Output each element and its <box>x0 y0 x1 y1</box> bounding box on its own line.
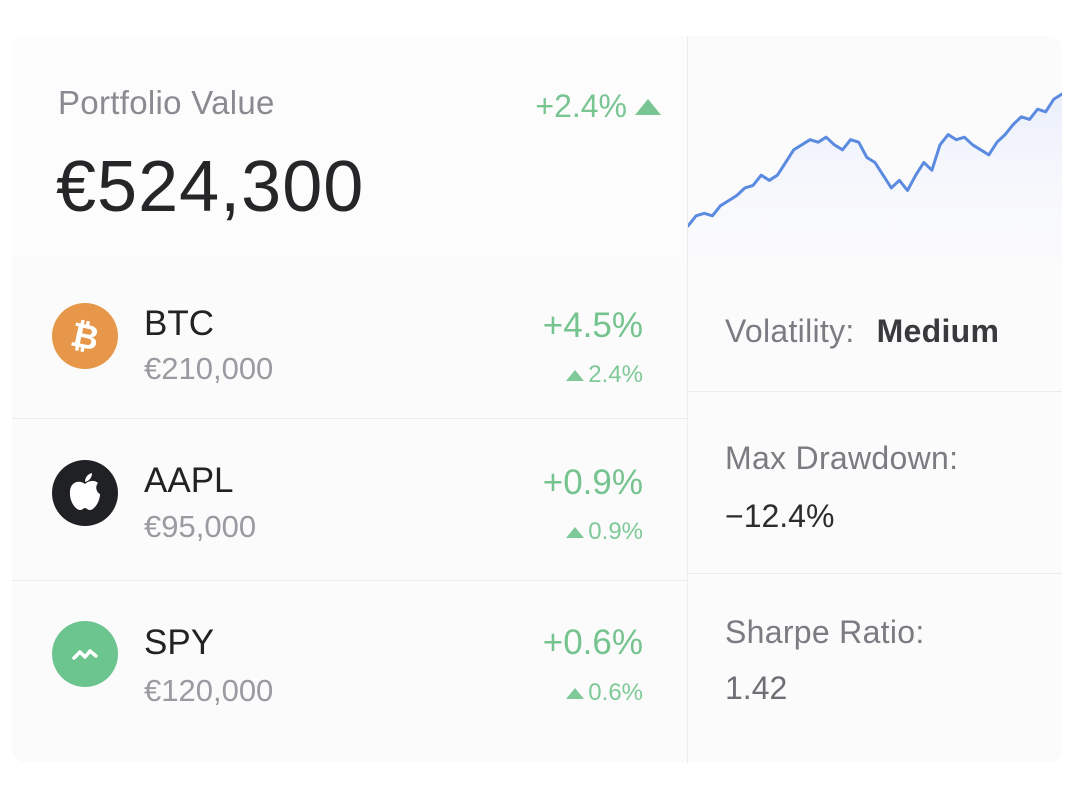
metric-volatility-row: Volatility: Medium <box>725 313 999 350</box>
metric-max-drawdown-label: Max Drawdown: <box>725 440 959 476</box>
metric-volatility-value: Medium <box>876 313 1000 349</box>
asset-amount: €120,000 <box>144 673 274 708</box>
asset-row-btc[interactable]: ₿ BTC €210,000 +4.5% 2.4% <box>12 260 687 419</box>
portfolio-card: Portfolio Value +2.4% €524,300 ₿ BTC €21… <box>12 36 1062 763</box>
portfolio-header: Portfolio Value +2.4% €524,300 <box>12 36 687 261</box>
portfolio-value: €524,300 <box>56 147 365 227</box>
apple-icon <box>52 460 118 526</box>
asset-sub-change: 0.6% <box>566 679 643 707</box>
metric-sharpe-label: Sharpe Ratio: <box>725 614 925 650</box>
asset-change: +0.9% <box>542 463 643 502</box>
asset-symbol: BTC <box>144 304 214 343</box>
metric-max-drawdown-value: −12.4% <box>725 498 835 534</box>
chart-area-fill <box>688 94 1062 291</box>
asset-change: +0.6% <box>542 623 643 662</box>
asset-symbol: AAPL <box>144 461 234 500</box>
portfolio-right-column: Volatility: Medium Max Drawdown: −12.4% S… <box>686 36 1062 763</box>
asset-change: +4.5% <box>542 306 643 345</box>
asset-sub-change-value: 0.6% <box>588 679 643 706</box>
arrow-up-icon <box>566 526 585 538</box>
asset-symbol: SPY <box>144 623 215 662</box>
column-divider <box>687 36 688 763</box>
asset-sub-change: 0.9% <box>566 518 643 546</box>
performance-chart-svg <box>686 92 1062 291</box>
asset-sub-change: 2.4% <box>566 361 643 389</box>
arrow-up-icon <box>635 98 661 115</box>
arrow-up-icon <box>566 369 585 381</box>
asset-amount: €95,000 <box>144 509 257 544</box>
trend-wave-icon <box>52 621 118 687</box>
performance-chart <box>686 36 1062 291</box>
asset-amount: €210,000 <box>144 351 274 386</box>
asset-sub-change-value: 2.4% <box>588 361 643 388</box>
asset-sub-change-value: 0.9% <box>588 518 643 545</box>
asset-row-spy[interactable]: SPY €120,000 +0.6% 0.6% <box>12 581 687 763</box>
portfolio-left-column: Portfolio Value +2.4% €524,300 ₿ BTC €21… <box>12 36 687 763</box>
portfolio-value-label: Portfolio Value <box>58 84 275 121</box>
chart-series-line <box>686 92 1062 228</box>
asset-row-aapl[interactable]: AAPL €95,000 +0.9% 0.9% <box>12 419 687 581</box>
metric-sharpe-ratio: Sharpe Ratio: 1.42 <box>688 574 1062 763</box>
metric-max-drawdown: Max Drawdown: −12.4% <box>688 392 1062 574</box>
arrow-up-icon <box>566 687 585 699</box>
portfolio-change: +2.4% <box>535 88 661 125</box>
bitcoin-icon: ₿ <box>52 303 118 369</box>
portfolio-change-value: +2.4% <box>535 88 627 124</box>
svg-text:₿: ₿ <box>67 316 102 359</box>
metric-volatility-label: Volatility: <box>725 313 855 349</box>
metric-volatility: Volatility: Medium <box>688 291 1062 392</box>
metric-sharpe-value: 1.42 <box>725 670 788 706</box>
